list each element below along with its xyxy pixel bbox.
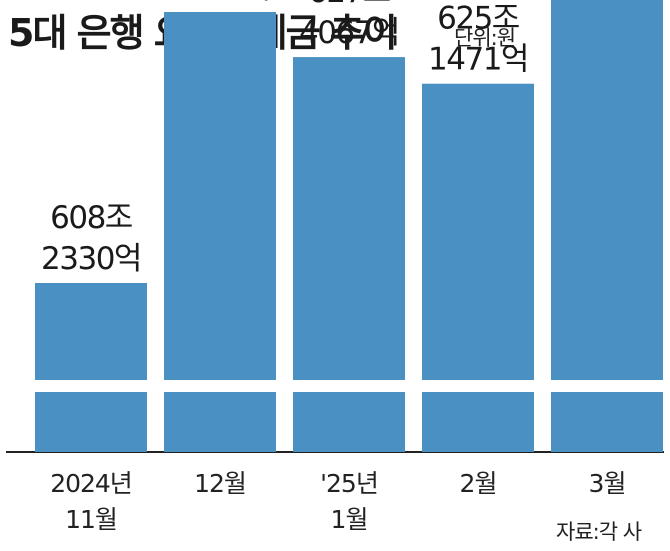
axis-break-band [0, 380, 670, 392]
value-label-4-2: 1471억 [428, 42, 528, 78]
x-tick-label-5-1: 3월 [589, 469, 626, 498]
bar-3 [293, 57, 405, 453]
x-tick-label-4-1: 2월 [460, 469, 497, 498]
unit-label: 단위:원 [454, 26, 516, 50]
x-tick-label-2-1: 12월 [194, 469, 246, 498]
value-label-3-1: 627조 [308, 0, 390, 10]
source-label: 자료:각 사 [556, 520, 642, 544]
x-tick-label-1-1: 2024년 [50, 469, 132, 498]
bar-2 [164, 12, 276, 453]
bar-4 [422, 83, 534, 452]
value-label-1-1: 608조 [50, 200, 132, 236]
bar-5 [551, 0, 663, 452]
x-tick-label-3-1: '25년 [320, 469, 378, 498]
bar-1 [35, 283, 147, 452]
x-tick-label-3-2: 1월 [331, 505, 368, 534]
value-label-3-2: 4067억 [299, 15, 399, 51]
value-label-4-1: 625조 [437, 1, 519, 37]
x-tick-label-1-2: 11월 [65, 505, 117, 534]
value-label-2-2: 2335억 [170, 0, 270, 6]
value-label-1-2: 2330억 [41, 241, 141, 277]
